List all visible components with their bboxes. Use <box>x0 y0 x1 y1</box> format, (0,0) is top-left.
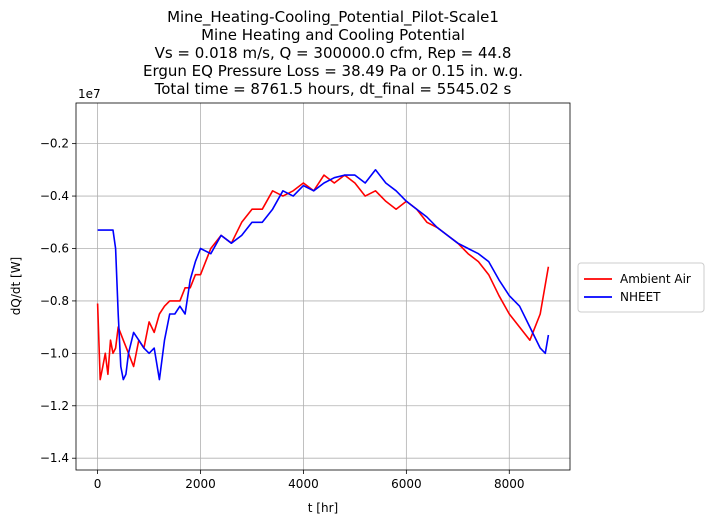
title-line-1: Mine_Heating-Cooling_Potential_Pilot-Sca… <box>167 8 499 27</box>
title-line-4: Ergun EQ Pressure Loss = 38.49 Pa or 0.1… <box>143 62 523 80</box>
x-tick-label: 4000 <box>288 477 319 491</box>
y-tick-label: −1.0 <box>40 346 69 360</box>
axes-frame <box>75 102 571 471</box>
x-tick-label: 6000 <box>391 477 422 491</box>
series-line-nheet <box>97 169 550 381</box>
y-tick-label: −1.2 <box>40 399 69 413</box>
title-line-5: Total time = 8761.5 hours, dt_final = 55… <box>154 80 512 99</box>
y-axis-label: dQ/dt [W] <box>9 257 23 315</box>
title-line-2: Mine Heating and Cooling Potential <box>201 26 465 44</box>
y-tick-label: −1.4 <box>40 451 69 465</box>
legend-box <box>577 262 705 313</box>
legend-label: Ambient Air <box>620 272 691 286</box>
plot-area <box>96 169 550 381</box>
series-line-ambient-air <box>96 174 550 381</box>
y-tick-label: −0.8 <box>40 294 69 308</box>
x-tick-label: 2000 <box>185 477 216 491</box>
x-axis-label: t [hr] <box>308 501 338 515</box>
axis-ticks: 0 2000 4000 6000 8000 −1.4 −1.2 −1.0 −0.8 −0.6 −0.… <box>40 137 525 491</box>
legend-label: NHEET <box>620 290 661 304</box>
legend: Ambient Air NHEET <box>577 262 705 313</box>
title-line-3: Vs = 0.018 m/s, Q = 300000.0 cfm, Rep = … <box>155 44 512 62</box>
y-offset-label: 1e7 <box>78 87 101 101</box>
y-tick-label: −0.6 <box>40 241 69 255</box>
series-layer <box>96 169 550 381</box>
chart-title: Mine_Heating-Cooling_Potential_Pilot-Sca… <box>143 8 523 99</box>
y-tick-label: −0.2 <box>40 137 69 151</box>
x-tick-label: 0 <box>94 477 102 491</box>
x-tick-label: 8000 <box>494 477 525 491</box>
grid <box>76 103 570 470</box>
y-tick-label: −0.4 <box>40 189 69 203</box>
